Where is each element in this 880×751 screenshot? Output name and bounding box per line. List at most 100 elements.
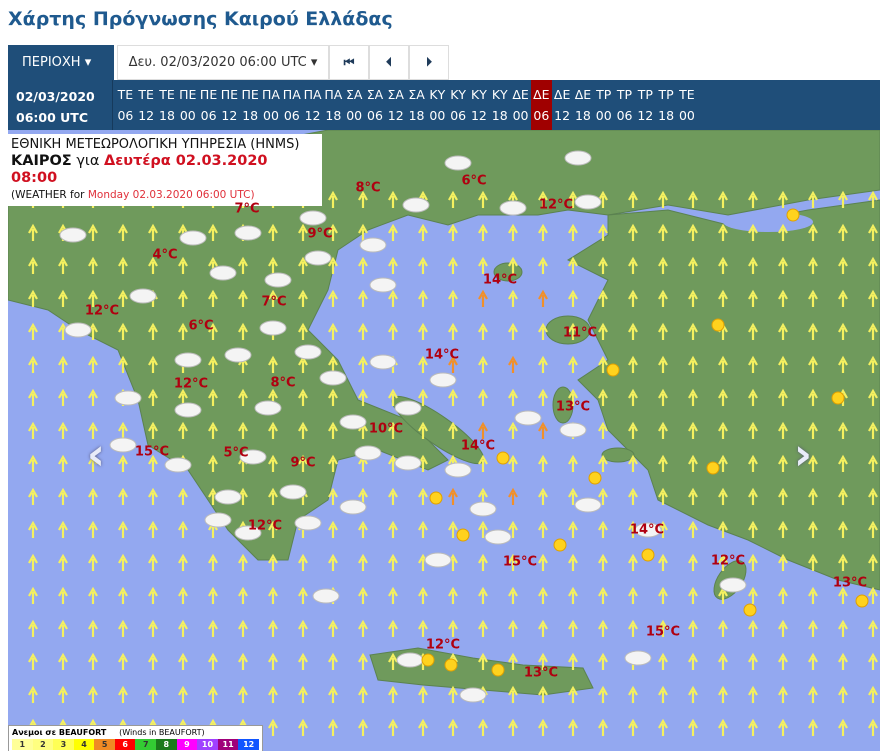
wind-arrow-icon <box>658 718 668 736</box>
timeline-slot[interactable]: ΠΕ 00 <box>177 80 198 130</box>
wind-arrow-icon <box>328 487 338 505</box>
wind-arrow-icon <box>538 421 548 439</box>
timeline-slot[interactable]: ΔΕ 06 <box>530 80 552 130</box>
timeline-slot[interactable]: ΚΥ 00 <box>427 80 448 130</box>
wind-arrow-icon <box>538 586 548 604</box>
cloud-icon <box>354 445 382 461</box>
wind-arrow-icon <box>838 553 848 571</box>
wind-arrow-icon <box>478 553 488 571</box>
wind-arrow-icon <box>628 256 638 274</box>
prev-map-button[interactable]: ‹ <box>78 433 114 477</box>
temperature-label: 12°C <box>173 376 209 392</box>
timeline-slot[interactable]: ΤΡ 00 <box>593 80 614 130</box>
timeline-slot[interactable]: ΔΕ 18 <box>573 80 594 130</box>
wind-arrow-icon <box>628 388 638 406</box>
island-lemnos <box>493 262 523 282</box>
wind-arrow-icon <box>688 223 698 241</box>
wind-arrow-icon <box>388 256 398 274</box>
page-title: Χάρτης Πρόγνωσης Καιρού Ελλάδας <box>8 8 393 30</box>
wind-arrow-icon <box>868 421 878 439</box>
wind-arrow-icon <box>298 718 308 736</box>
wind-arrow-icon <box>658 586 668 604</box>
region-dropdown[interactable]: ΠΕΡΙΟΧΗ ▾ <box>8 45 114 80</box>
timeline-slot[interactable]: ΚΥ 06 <box>448 80 469 130</box>
wind-arrow-icon <box>538 289 548 307</box>
timeline-slot[interactable]: ΚΥ 18 <box>489 80 510 130</box>
cloud-icon <box>294 344 322 360</box>
date-dropdown[interactable]: Δευ. 02/03/2020 06:00 UTC ▾ <box>117 45 329 80</box>
timeline-slot[interactable]: ΤΕ 18 <box>157 80 178 130</box>
wind-arrow-icon <box>418 619 428 637</box>
wind-arrow-icon <box>208 421 218 439</box>
prev-button[interactable]: ⏴ <box>369 45 409 80</box>
timeline-slot[interactable]: ΤΕ 00 <box>677 80 698 130</box>
wind-arrow-icon <box>688 652 698 670</box>
timeline-slot[interactable]: ΠΑ 06 <box>281 80 302 130</box>
timeline-slot[interactable]: ΔΕ 00 <box>510 80 531 130</box>
timeline-slot[interactable]: ΣΑ 06 <box>365 80 386 130</box>
timeline-slot[interactable]: ΣΑ 18 <box>406 80 427 130</box>
wind-arrow-icon <box>28 586 38 604</box>
cloud-icon <box>209 265 237 281</box>
timeline-slot[interactable]: ΣΑ 12 <box>385 80 406 130</box>
temperature-label: 7°C <box>261 294 287 310</box>
wind-arrow-icon <box>718 223 728 241</box>
wind-arrow-icon <box>778 421 788 439</box>
timeline-slot[interactable]: ΔΕ 12 <box>552 80 573 130</box>
slot-day: ΤΕ <box>138 87 154 102</box>
en-time: Monday 02.03.2020 06:00 UTC) <box>87 189 255 201</box>
wind-arrow-icon <box>358 355 368 373</box>
slot-day: ΤΕ <box>679 87 695 102</box>
timeline-slot[interactable]: ΣΑ 00 <box>344 80 365 130</box>
timeline-slot[interactable]: ΠΑ 00 <box>261 80 282 130</box>
first-button[interactable]: ⏮ <box>329 45 369 80</box>
timeline-slot[interactable]: ΤΡ 12 <box>635 80 656 130</box>
temperature-label: 15°C <box>502 554 538 570</box>
timeline-slot[interactable]: ΠΑ 18 <box>323 80 344 130</box>
wind-arrow-icon <box>178 421 188 439</box>
wind-arrow-icon <box>298 586 308 604</box>
wind-arrow-icon <box>568 322 578 340</box>
wind-arrow-icon <box>118 223 128 241</box>
timeline-slot[interactable]: ΤΕ 12 <box>136 80 157 130</box>
wind-arrow-icon <box>628 718 638 736</box>
wind-arrow-icon <box>358 322 368 340</box>
sun-icon <box>553 538 567 552</box>
wind-arrow-icon <box>748 454 758 472</box>
slot-hour: 12 <box>554 108 571 123</box>
cloud-icon <box>129 288 157 304</box>
skip-first-icon: ⏮ <box>343 55 355 69</box>
wind-arrow-icon <box>448 190 458 208</box>
wind-arrow-icon <box>268 652 278 670</box>
slot-day: ΠΕ <box>241 87 259 102</box>
wind-arrow-icon <box>28 322 38 340</box>
wind-arrow-icon <box>28 520 38 538</box>
wind-arrow-icon <box>418 586 428 604</box>
timeline-slot[interactable]: ΠΕ 12 <box>219 80 240 130</box>
for-word: για <box>76 153 100 169</box>
wind-arrow-icon <box>418 322 428 340</box>
timeline-slot[interactable]: ΠΕ 06 <box>198 80 219 130</box>
wind-arrow-icon <box>358 685 368 703</box>
timeline-slot[interactable]: ΤΕ 06 <box>115 80 136 130</box>
wind-arrow-icon <box>58 289 68 307</box>
timeline-slot[interactable]: ΤΡ 18 <box>656 80 677 130</box>
wind-arrow-icon <box>418 223 428 241</box>
timeline-slot[interactable]: ΠΕ 18 <box>240 80 261 130</box>
next-map-button[interactable]: › <box>785 433 821 477</box>
step-back-icon: ⏴ <box>385 55 392 69</box>
timeline-slot[interactable]: ΠΑ 12 <box>302 80 323 130</box>
wind-arrow-icon <box>568 652 578 670</box>
wind-arrow-icon <box>598 223 608 241</box>
temperature-label: 11°C <box>562 325 598 341</box>
slot-day: ΤΡ <box>637 87 653 102</box>
sun-icon <box>641 548 655 562</box>
wind-arrow-icon <box>628 190 638 208</box>
wind-arrow-icon <box>508 289 518 307</box>
next-button[interactable]: ⏵ <box>409 45 449 80</box>
timeline-slot[interactable]: ΤΡ 06 <box>614 80 635 130</box>
timeline-slot[interactable]: ΚΥ 12 <box>469 80 490 130</box>
temperature-label: 13°C <box>832 575 868 591</box>
cloud-icon <box>109 437 137 453</box>
wind-arrow-icon <box>598 652 608 670</box>
